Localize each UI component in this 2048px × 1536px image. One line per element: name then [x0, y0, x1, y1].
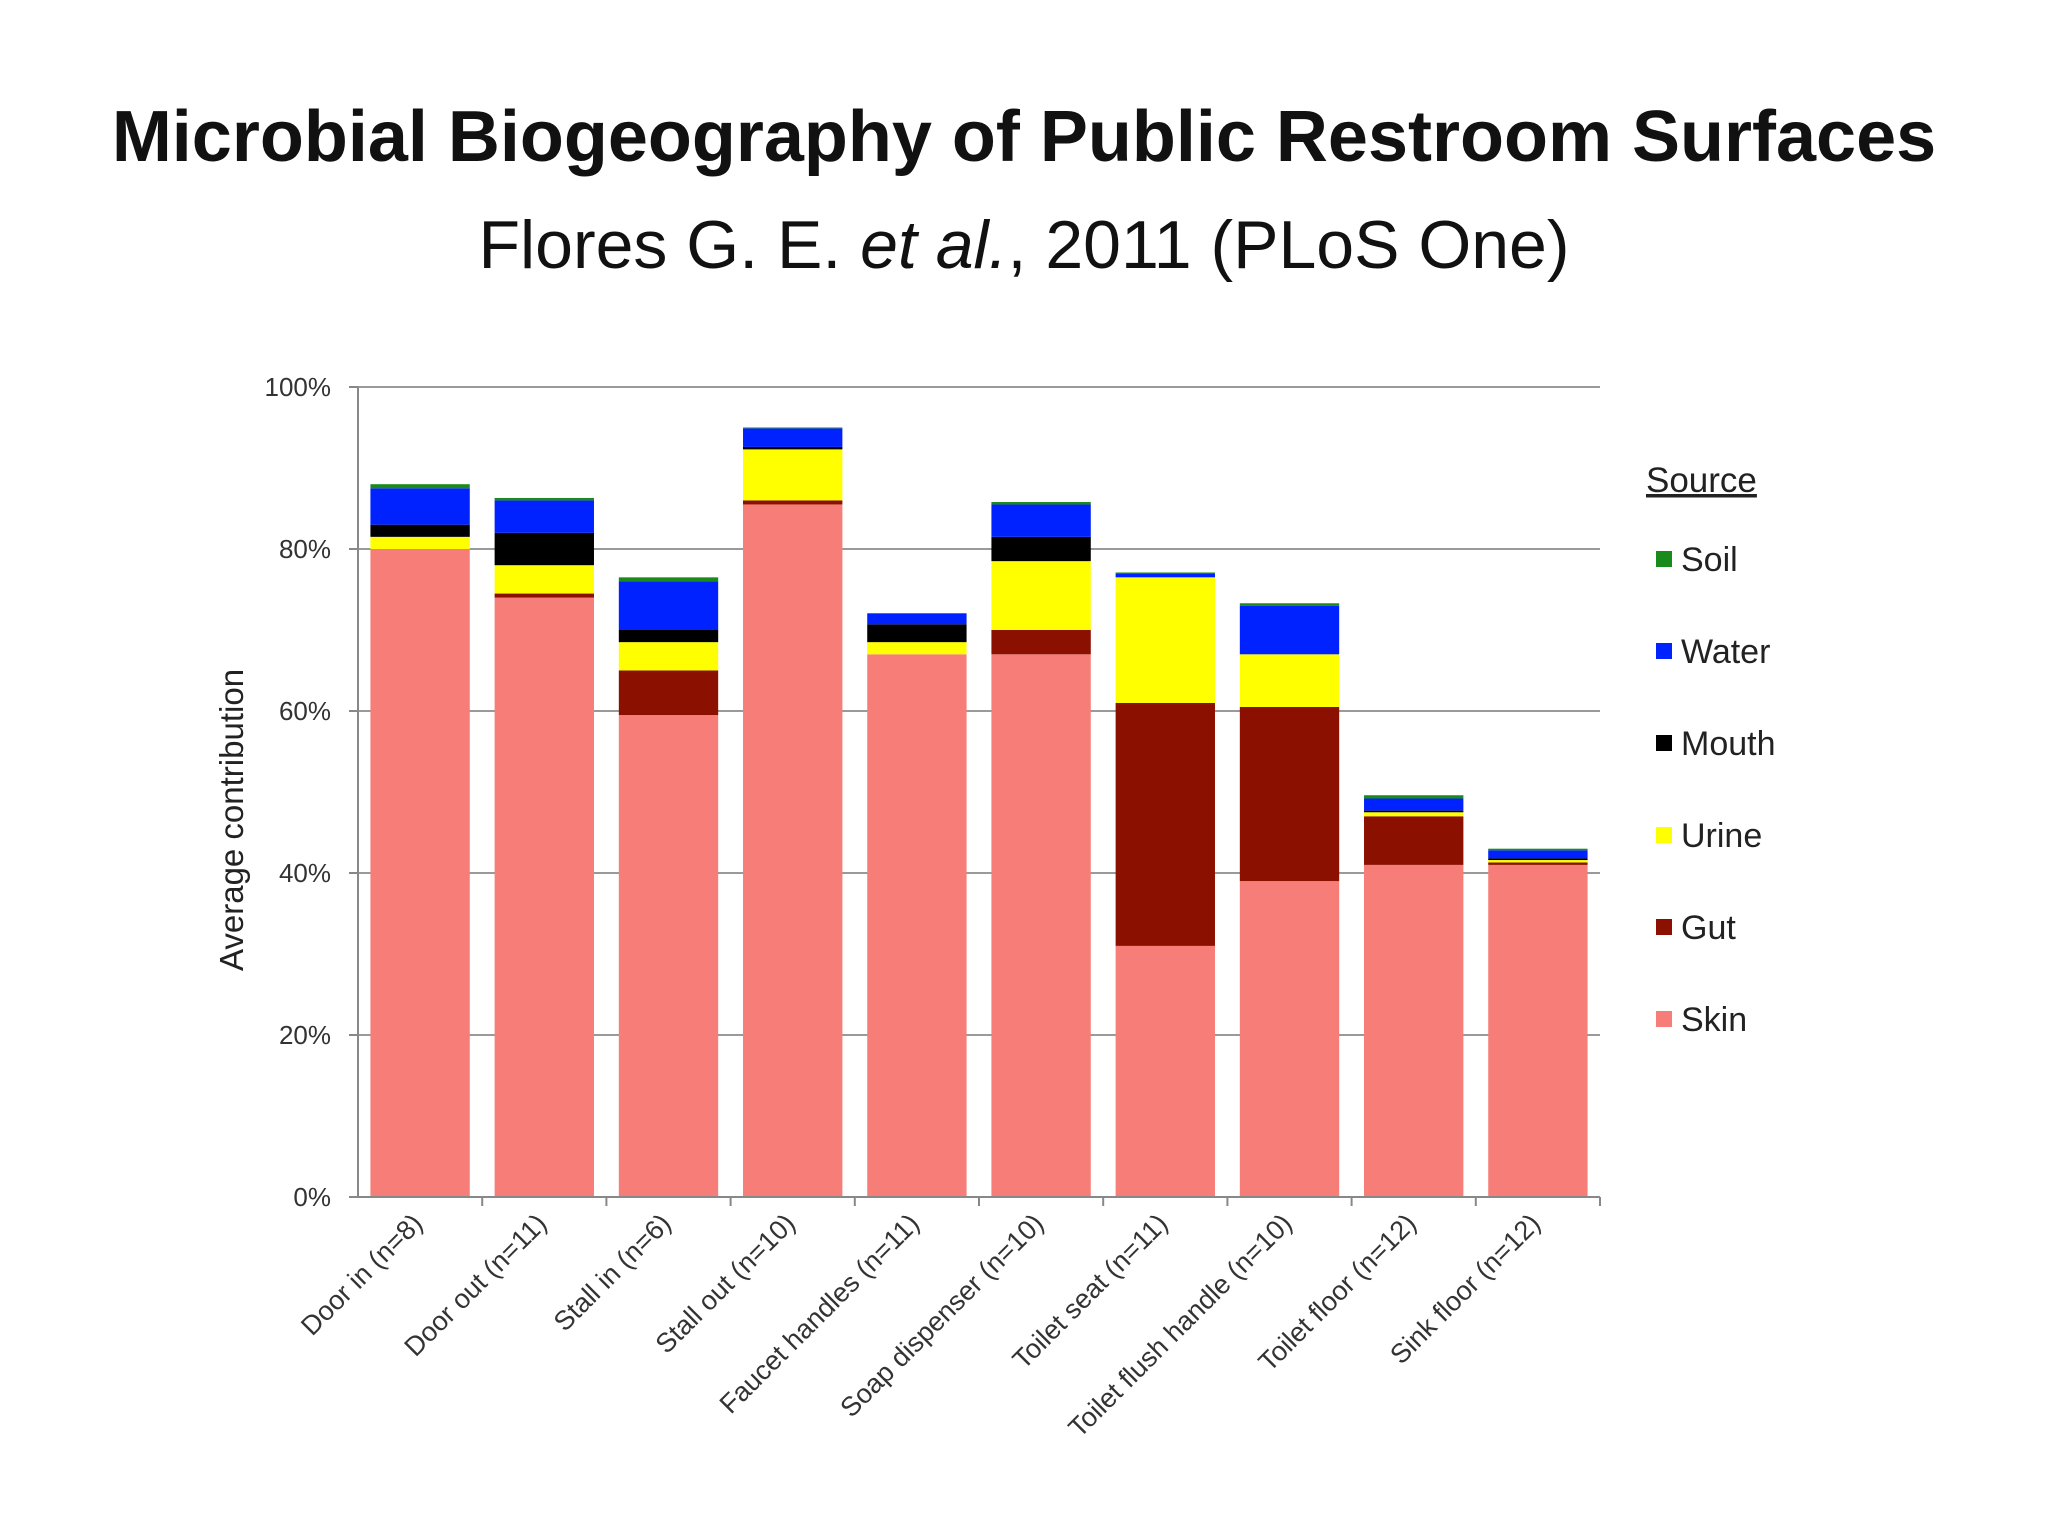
legend-label-mouth: Mouth	[1681, 725, 1776, 763]
bar-segment-gut	[1488, 862, 1588, 865]
bar-segment-mouth	[494, 532, 594, 566]
bar-segment-soil	[867, 612, 967, 614]
bar-segment-water	[1115, 573, 1215, 578]
bar-segment-skin	[991, 654, 1091, 1197]
bar-segment-gut	[494, 593, 594, 598]
bar-segment-urine	[494, 565, 594, 594]
citation-etal: et al.	[860, 207, 1008, 283]
bar-segment-water	[370, 488, 470, 525]
bar-segment-gut	[743, 500, 843, 505]
bar-segment-water	[867, 613, 967, 625]
legend-swatch-urine	[1656, 827, 1672, 843]
bar-segment-skin	[370, 549, 470, 1197]
bar-segment-skin	[1364, 864, 1464, 1197]
bar-segment-skin	[1239, 881, 1340, 1197]
bar-segment-water	[1239, 605, 1340, 655]
bar-segment-gut	[991, 630, 1091, 655]
bar-segment-skin	[1115, 945, 1215, 1197]
bar-segment-skin	[867, 654, 967, 1197]
bar-segment-soil	[618, 577, 719, 582]
x-tick-label: Faucet handles (n=11)	[714, 1208, 925, 1419]
bar-segment-soil	[1488, 848, 1588, 851]
bar-segment-gut	[1239, 706, 1340, 882]
bar-segment-water	[1364, 798, 1464, 811]
y-tick-label: 60%	[279, 696, 331, 726]
legend-swatch-water	[1656, 643, 1672, 659]
legend: Source Soil Water Mouth Urine Gut Skin	[1646, 461, 1776, 1039]
legend-label-water: Water	[1681, 633, 1770, 671]
bar-segment-water	[618, 581, 719, 630]
bar-segment-mouth	[1488, 858, 1588, 861]
bar-segment-water	[991, 504, 1091, 537]
slide-title: Microbial Biogeography of Public Restroo…	[111, 97, 1937, 177]
bar-segment-skin	[618, 715, 719, 1197]
bar-segment-gut	[1364, 816, 1464, 865]
bar-segment-gut	[1115, 702, 1215, 946]
x-tick-label: Door in (n=8)	[295, 1208, 428, 1341]
y-tick-label: 40%	[279, 858, 331, 888]
bar-segment-urine	[1115, 577, 1215, 703]
bar-segment-urine	[370, 536, 470, 549]
y-tick-label: 0%	[293, 1182, 331, 1212]
bar-segment-soil	[370, 484, 470, 489]
bar-segment-urine	[867, 642, 967, 655]
bar-segment-skin	[494, 597, 594, 1197]
x-tick-label: Stall in (n=6)	[548, 1208, 677, 1337]
citation-authors: Flores G. E.	[478, 207, 861, 283]
legend-label-soil: Soil	[1681, 541, 1738, 579]
bar-segment-urine	[991, 561, 1091, 630]
x-tick-label: Soap dispenser (n=10)	[834, 1208, 1049, 1423]
citation-rest: , 2011 (PLoS One)	[1007, 207, 1570, 283]
slide-citation: Flores G. E. et al., 2011 (PLoS One)	[0, 206, 2048, 284]
bar-segment-mouth	[867, 624, 967, 643]
bar-segment-soil	[991, 502, 1091, 505]
bars	[370, 427, 1588, 1197]
bar-segment-mouth	[370, 524, 470, 537]
y-tick-label: 80%	[279, 534, 331, 564]
bar-segment-mouth	[991, 536, 1091, 562]
bar-segment-urine	[1488, 860, 1588, 863]
legend-label-skin: Skin	[1681, 1001, 1747, 1039]
legend-swatch-mouth	[1656, 735, 1672, 751]
y-tick-label: 100%	[265, 372, 332, 402]
bar-segment-skin	[1488, 864, 1588, 1197]
legend-title: Source	[1646, 461, 1757, 500]
bar-segment-soil	[1239, 603, 1340, 606]
bar-segment-water	[1488, 850, 1588, 859]
legend-label-gut: Gut	[1681, 909, 1736, 947]
y-axis-label: Average contribution	[213, 669, 250, 971]
bar-segment-urine	[743, 449, 843, 501]
x-tick-label: Toilet flush handle (n=10)	[1063, 1208, 1298, 1443]
bar-segment-skin	[743, 504, 843, 1197]
bar-segment-gut	[618, 670, 719, 716]
bar-segment-urine	[618, 642, 719, 671]
legend-swatch-gut	[1656, 919, 1672, 935]
bar-segment-urine	[1239, 654, 1340, 707]
legend-swatch-skin	[1656, 1011, 1672, 1027]
legend-label-urine: Urine	[1681, 817, 1762, 855]
bar-segment-soil	[1364, 795, 1464, 799]
legend-swatch-soil	[1656, 551, 1672, 567]
bar-segment-mouth	[1364, 810, 1464, 813]
bar-segment-soil	[494, 497, 594, 501]
bar-segment-water	[494, 500, 594, 533]
bar-segment-soil	[1115, 572, 1215, 574]
y-tick-label: 20%	[279, 1020, 331, 1050]
bar-segment-urine	[1364, 812, 1464, 817]
bar-segment-mouth	[618, 630, 719, 643]
bar-segment-mouth	[743, 446, 843, 450]
bar-segment-water	[743, 428, 843, 447]
bar-segment-soil	[743, 427, 843, 429]
